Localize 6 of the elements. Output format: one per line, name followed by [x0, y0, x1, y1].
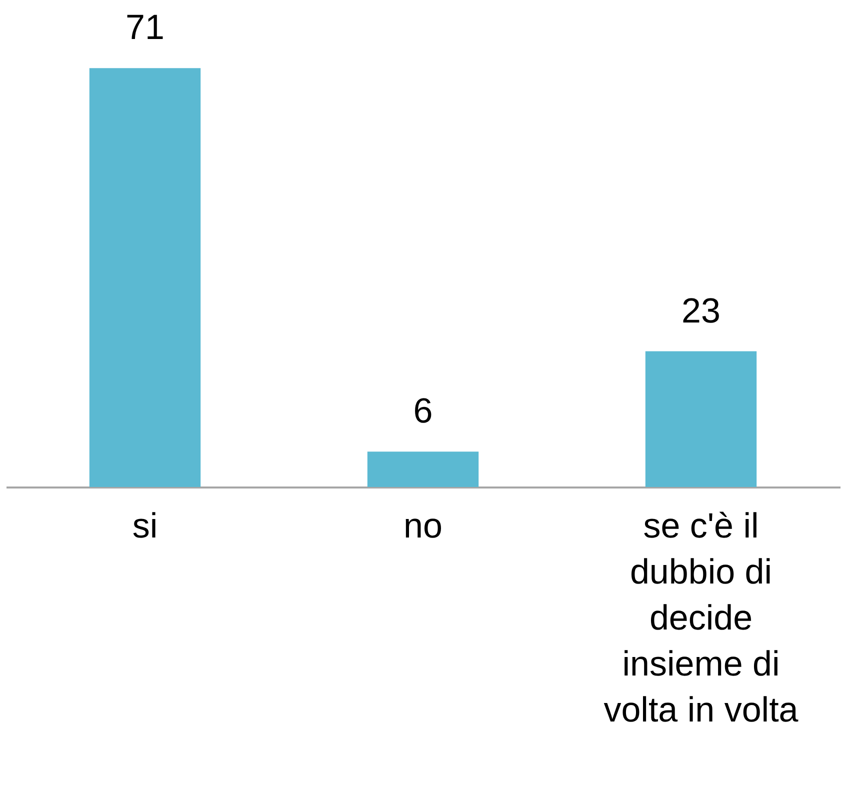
- x-tick-label: no: [404, 506, 442, 546]
- data-label: 71: [126, 8, 164, 48]
- data-label: 23: [682, 291, 720, 330]
- x-tick-label: si: [132, 506, 158, 546]
- data-label: 6: [413, 392, 433, 431]
- x-tick-label: se c'è il dubbio di decide insieme di volta in volta: [604, 506, 799, 730]
